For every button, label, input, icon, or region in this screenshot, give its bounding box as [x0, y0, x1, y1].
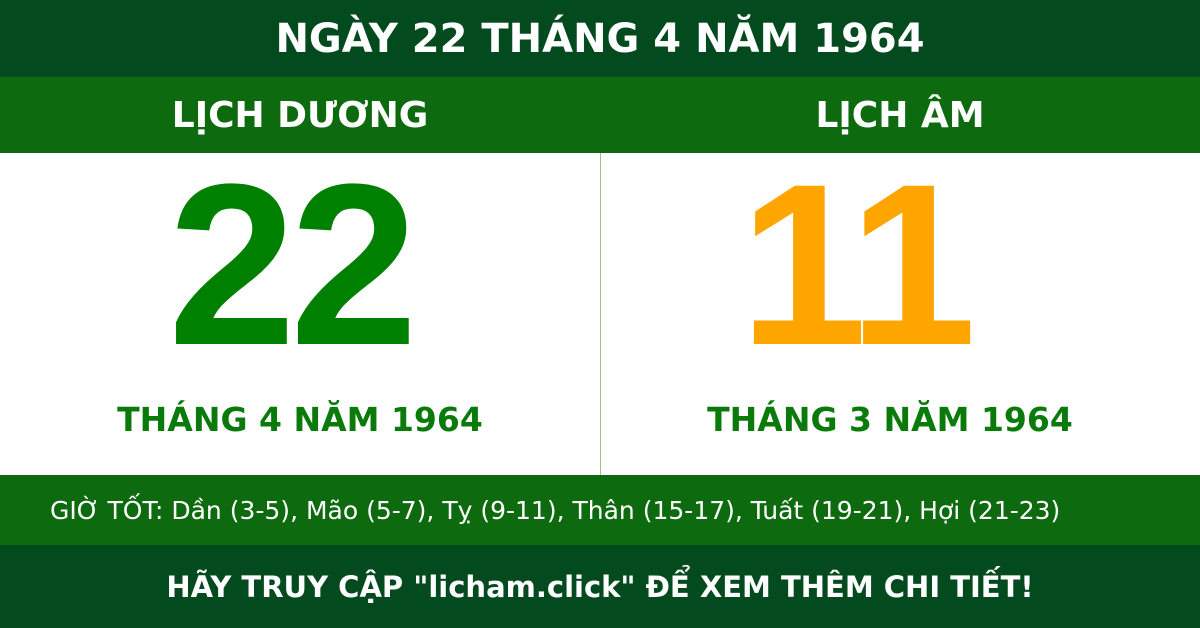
- solar-month-year: THÁNG 4 NĂM 1964: [117, 400, 483, 439]
- solar-label: LỊCH DƯƠNG: [171, 94, 429, 136]
- footer-cta: HÃY TRUY CẬP "licham.click" ĐỂ XEM THÊM …: [0, 545, 1200, 628]
- solar-day: 22: [168, 136, 418, 393]
- calendar-headers: LỊCH DƯƠNG LỊCH ÂM: [0, 77, 1200, 153]
- page-title: NGÀY 22 THÁNG 4 NĂM 1964: [0, 0, 1200, 77]
- lunar-month-year: THÁNG 3 NĂM 1964: [707, 400, 1073, 439]
- good-hours: GIỜ TỐT: Dần (3-5), Mão (5-7), Tỵ (9-11)…: [0, 475, 1200, 545]
- lunar-label: LỊCH ÂM: [815, 94, 985, 136]
- lunar-day: 11: [739, 136, 976, 393]
- divider: [600, 153, 601, 475]
